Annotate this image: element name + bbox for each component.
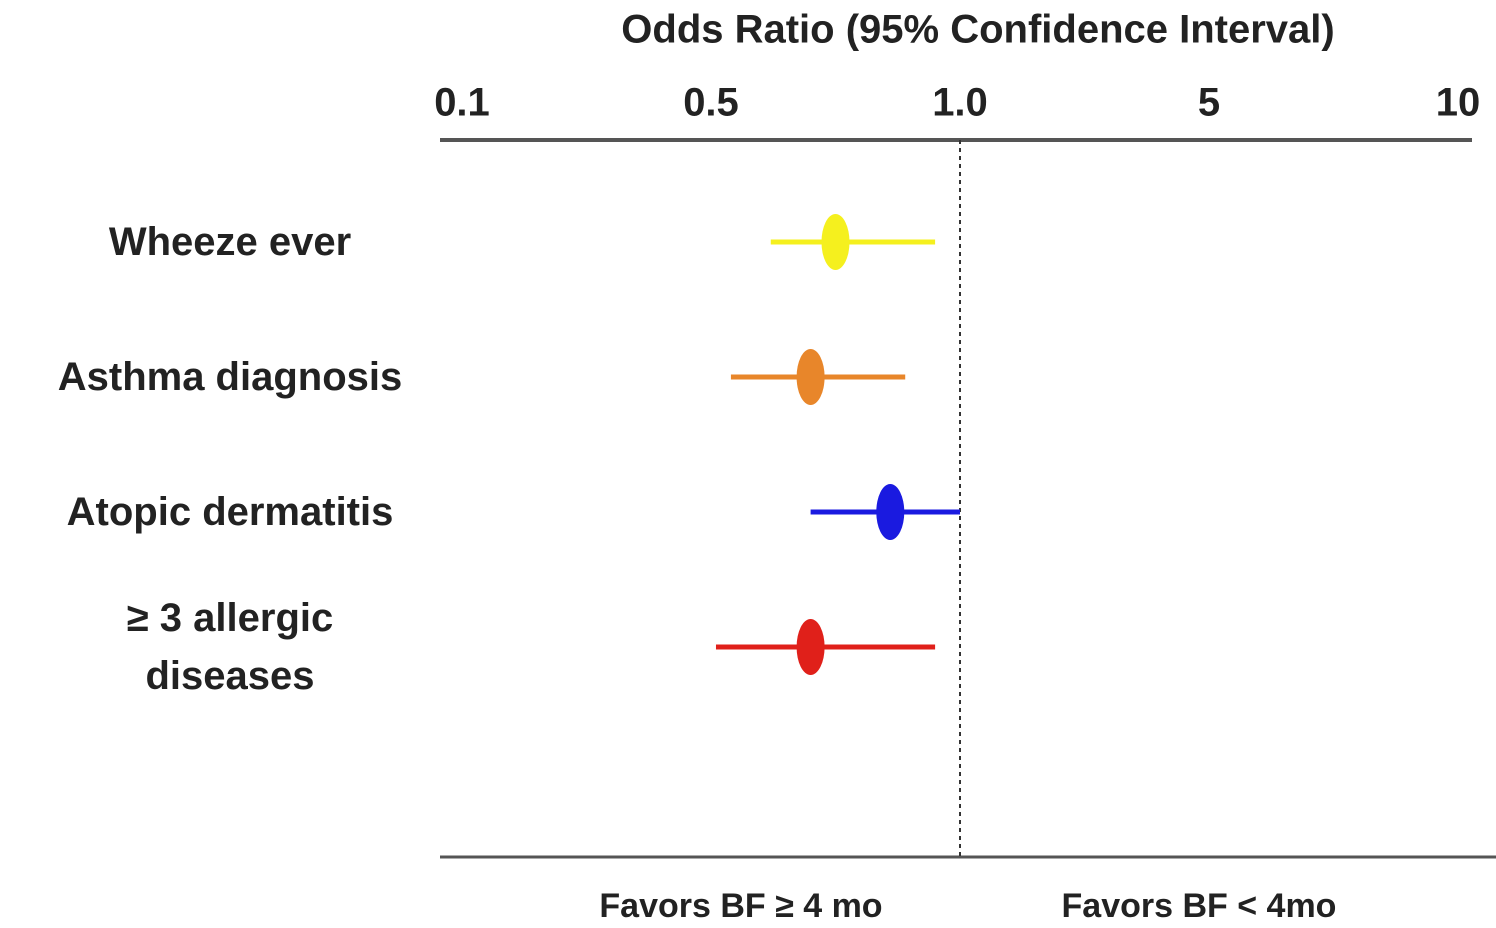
row-label: Atopic dermatitis bbox=[66, 490, 394, 534]
x-tick-label: 1.0 bbox=[932, 81, 988, 125]
point-estimate bbox=[796, 349, 825, 405]
point-estimate bbox=[876, 484, 905, 540]
point-estimate bbox=[821, 214, 850, 270]
annotation: Favors BF ≥ 4 mo bbox=[599, 887, 882, 925]
row-label: ≥ 3 allergic diseases bbox=[126, 596, 334, 698]
x-tick-label: 0.5 bbox=[683, 81, 739, 125]
x-tick-label: 10 bbox=[1436, 81, 1481, 125]
x-tick-label: 5 bbox=[1198, 81, 1220, 125]
x-tick-label: 0.1 bbox=[434, 81, 490, 125]
point-estimate bbox=[796, 619, 825, 675]
row-label: Wheeze ever bbox=[108, 220, 352, 264]
chart-title: Odds Ratio (95% Confidence Interval) bbox=[621, 8, 1334, 52]
annotation: Favors BF < 4mo bbox=[1062, 887, 1337, 925]
row-label: Asthma diagnosis bbox=[57, 355, 403, 399]
